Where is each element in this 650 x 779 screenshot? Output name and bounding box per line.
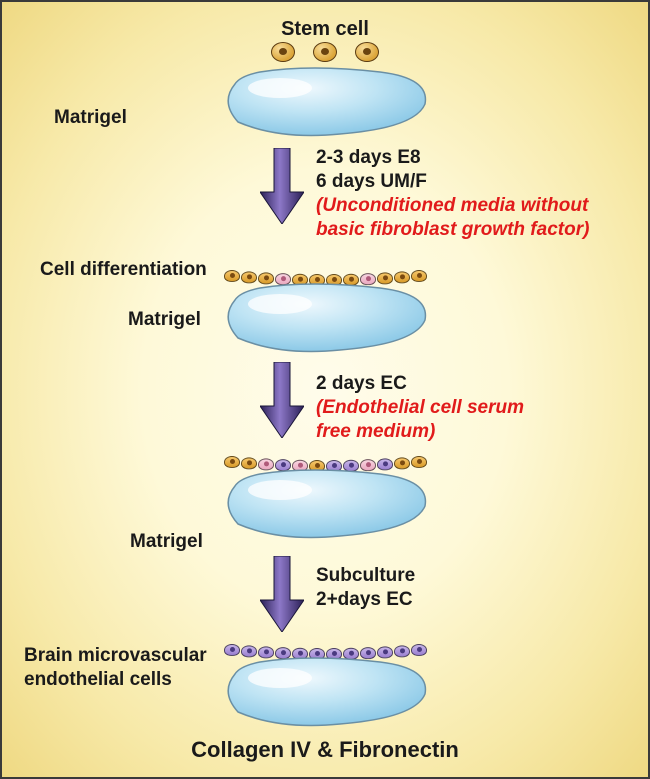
arrow-3 <box>260 556 304 632</box>
matrigel-label-2: Matrigel <box>128 308 201 332</box>
stage-3 <box>0 466 650 540</box>
stage-2 <box>0 280 650 354</box>
stem-cells-row <box>271 42 379 62</box>
arrow3-line2: 2+days EC <box>316 588 413 612</box>
arrow1-red2: basic fibroblast growth factor) <box>316 218 589 242</box>
matrigel-blob <box>220 466 430 540</box>
stem-cell-icon <box>355 42 379 62</box>
arrow2-red1: (Endothelial cell serum <box>316 396 524 420</box>
arrow1-line1: 2-3 days E8 <box>316 146 421 170</box>
title-top: Stem cell <box>0 18 650 41</box>
matrigel-label-3: Matrigel <box>130 530 203 554</box>
matrigel-label-1: Matrigel <box>54 106 127 130</box>
arrow-1 <box>260 148 304 224</box>
arrow-2 <box>260 362 304 438</box>
arrow2-line1: 2 days EC <box>316 372 407 396</box>
arrow2-red2: free medium) <box>316 420 435 444</box>
title-bottom: Collagen IV & Fibronectin <box>0 737 650 763</box>
arrow1-red1: (Unconditioned media without <box>316 194 588 218</box>
arrow3-line1: Subculture <box>316 564 415 588</box>
stem-cell-icon <box>271 42 295 62</box>
matrigel-blob <box>220 280 430 354</box>
stage-4 <box>0 654 650 728</box>
matrigel-blob <box>220 64 430 138</box>
stem-cell-icon <box>313 42 337 62</box>
arrow1-line2: 6 days UM/F <box>316 170 427 194</box>
cell-differentiation-label: Cell differentiation <box>40 258 207 282</box>
matrigel-blob <box>220 654 430 728</box>
